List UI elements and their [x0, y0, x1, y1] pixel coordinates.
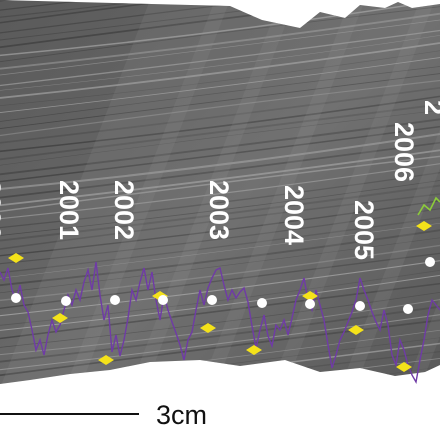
growth-band: [0, 42, 440, 99]
growth-band: [0, 125, 440, 183]
growth-band: [0, 0, 440, 11]
growth-band: [0, 103, 440, 161]
circle-marker: [11, 293, 21, 303]
growth-band: [0, 184, 440, 242]
growth-band: [0, 50, 440, 107]
growth-band: [0, 305, 440, 363]
growth-band: [0, 79, 440, 137]
annual-band: [110, 0, 365, 384]
year-label: 2001: [54, 180, 84, 240]
diamond-marker: [200, 323, 216, 333]
growth-band: [0, 73, 440, 129]
growth-band: [0, 0, 440, 34]
diamond-marker: [8, 253, 24, 263]
growth-band: [0, 0, 440, 57]
diamond-marker: [396, 362, 412, 372]
growth-band: [0, 229, 440, 287]
circle-marker: [355, 301, 365, 311]
circle-marker: [110, 295, 120, 305]
growth-band: [0, 35, 440, 91]
scale-bar: 3cm: [0, 400, 207, 430]
growth-band: [0, 118, 440, 176]
growth-band: [0, 109, 440, 166]
growth-band: [0, 373, 440, 384]
annual-band: [45, 0, 295, 384]
growth-band: [0, 200, 440, 257]
growth-band: [0, 0, 440, 49]
year-label: 2: [419, 100, 440, 115]
year-labels: 2000 2001 2002 2003 2004 2005 20062: [0, 100, 440, 260]
growth-band: [0, 390, 440, 440]
diamond-marker: [348, 325, 364, 335]
growth-band: [0, 314, 440, 371]
growth-band: [0, 95, 440, 153]
green-trace: [417, 196, 440, 216]
growth-band: [0, 0, 440, 24]
growth-band: [0, 6, 440, 63]
growth-band: [0, 133, 440, 190]
growth-band: [0, 0, 440, 2]
year-label: 2002: [109, 180, 139, 240]
density-trace: [0, 261, 440, 385]
scale-bar-label: 3cm: [156, 400, 207, 430]
circle-marker: [403, 304, 413, 314]
growth-band: [0, 299, 440, 356]
year-label: 2005: [349, 200, 379, 260]
circle-marker: [207, 295, 217, 305]
growth-band: [0, 208, 440, 265]
diamond-marker: [246, 345, 262, 355]
circle-marker: [61, 296, 71, 306]
growth-band: [0, 172, 440, 229]
growth-band: [0, 244, 440, 302]
diamond-marker: [416, 221, 432, 231]
annual-band: [180, 0, 435, 384]
annual-band: [320, 0, 440, 384]
growth-band: [0, 57, 440, 113]
growth-band: [0, 155, 440, 213]
year-label: 2004: [279, 185, 309, 245]
annual-band: [0, 0, 230, 384]
growth-band: [0, 237, 440, 294]
growth-band: [0, 0, 440, 18]
circle-markers: [11, 257, 435, 314]
growth-band: [0, 193, 440, 250]
growth-band: [0, 141, 440, 199]
diamond-marker: [98, 355, 114, 365]
growth-band: [0, 260, 440, 317]
circle-marker: [425, 257, 435, 267]
growth-band: [0, 19, 440, 76]
circle-marker: [158, 295, 168, 305]
growth-band: [0, 0, 440, 41]
growth-band: [0, 163, 440, 220]
growth-band: [0, 29, 440, 87]
growth-band: [0, 357, 440, 384]
growth-band: [0, 217, 440, 274]
year-label: 2003: [204, 180, 234, 240]
growth-band: [0, 398, 440, 440]
annual-band: [250, 0, 440, 384]
circle-marker: [305, 299, 315, 309]
growth-band: [0, 149, 440, 207]
growth-band: [0, 291, 440, 348]
year-label: 2006: [389, 122, 419, 182]
year-label: 2000: [0, 180, 6, 240]
growth-band: [0, 403, 440, 440]
growth-band: [0, 222, 440, 279]
growth-band: [0, 180, 440, 236]
growth-band: [0, 282, 440, 340]
circle-marker: [257, 298, 267, 308]
diamond-marker: [52, 313, 68, 323]
growth-band: [0, 379, 440, 384]
growth-band: [0, 66, 440, 122]
growth-band: [0, 86, 440, 144]
diamond-marker: [302, 291, 318, 301]
growth-band: [0, 252, 440, 309]
growth-band: [0, 12, 440, 70]
